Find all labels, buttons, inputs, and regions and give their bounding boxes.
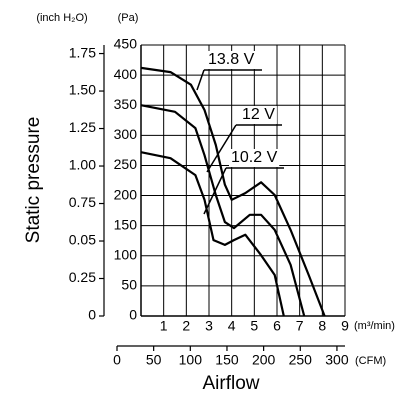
- x-tick-label: 7: [296, 318, 304, 334]
- x-axis-title: Airflow: [202, 373, 259, 394]
- y-tick-label: 450: [114, 36, 138, 52]
- y-axis-title: Static pressure: [23, 117, 44, 244]
- x2-unit: (CFM): [355, 355, 386, 367]
- x-tick-label: 3: [205, 318, 213, 334]
- label-leader: [196, 69, 205, 91]
- x2-tick-label: 150: [215, 352, 239, 368]
- x2-tick-label: 200: [252, 352, 276, 368]
- y2-tick-label: 0.25: [69, 269, 96, 285]
- y2-tick-label: 0.05: [69, 232, 96, 248]
- y2-tick-label: 1.00: [69, 157, 96, 173]
- series-label: 13.8 V: [208, 51, 255, 68]
- x-tick-label: 8: [318, 318, 326, 334]
- y2-tick-label: 1.25: [69, 119, 96, 135]
- x-unit: (m³/min): [354, 320, 395, 332]
- series-label: 12 V: [242, 106, 275, 123]
- x2-tick-label: 300: [325, 352, 349, 368]
- x2-tick-label: 250: [289, 352, 313, 368]
- label-bg: [240, 106, 277, 124]
- x-tick-label: 1: [160, 318, 168, 334]
- label-bg: [206, 51, 257, 69]
- y-tick-label: 400: [114, 66, 138, 82]
- y-tick-label: 50: [121, 277, 137, 293]
- x-tick-label: 4: [228, 318, 236, 334]
- x2-tick-label: 100: [179, 352, 203, 368]
- y-tick-label: 350: [114, 96, 138, 112]
- y-tick-label: 300: [114, 126, 138, 142]
- x-tick-label: 9: [341, 318, 349, 334]
- x2-tick-label: 0: [113, 352, 121, 368]
- y-tick-label: 100: [114, 246, 138, 262]
- y2-tick-label: 0: [88, 307, 96, 323]
- y-unit: (Pa): [118, 12, 139, 24]
- label-leader: [203, 167, 227, 215]
- y-tick-label: 200: [114, 186, 138, 202]
- x-tick-label: 2: [182, 318, 190, 334]
- y2-tick-label: 1.75: [69, 44, 96, 60]
- y2-tick-label: 1.50: [69, 82, 96, 98]
- y2-tick-label: 0.75: [69, 194, 96, 210]
- label-leader: [206, 124, 237, 173]
- y-tick-label: 150: [114, 216, 138, 232]
- curve: [140, 151, 285, 317]
- series-label: 10.2 V: [231, 149, 278, 166]
- y2-unit: (inch H₂O): [36, 12, 87, 24]
- x-tick-label: 6: [273, 318, 281, 334]
- curve: [140, 104, 306, 317]
- x2-tick-label: 50: [146, 352, 162, 368]
- y-tick-label: 250: [114, 156, 138, 172]
- x-tick-label: 5: [250, 318, 258, 334]
- label-bg: [229, 149, 280, 167]
- y-tick-label: 0: [129, 307, 137, 323]
- curve: [140, 66, 326, 317]
